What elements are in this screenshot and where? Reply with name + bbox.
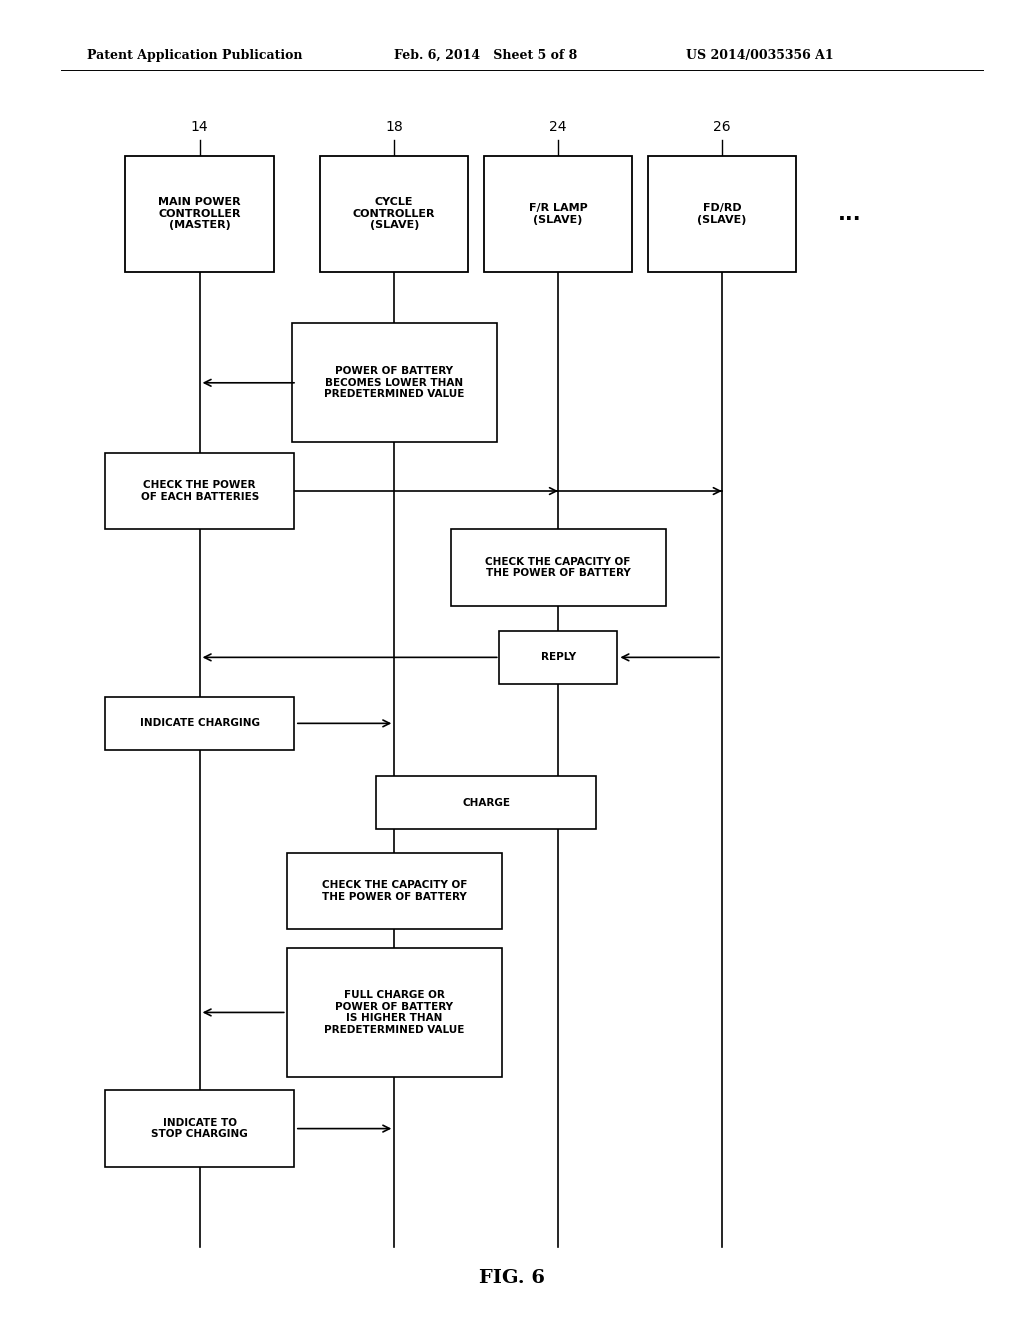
Text: F/R LAMP
(SLAVE): F/R LAMP (SLAVE) bbox=[528, 203, 588, 224]
Bar bbox=[126, 156, 274, 272]
Bar bbox=[377, 776, 596, 829]
Text: 24: 24 bbox=[549, 120, 567, 133]
Bar bbox=[105, 697, 295, 750]
Text: INDICATE CHARGING: INDICATE CHARGING bbox=[139, 718, 260, 729]
Text: Feb. 6, 2014   Sheet 5 of 8: Feb. 6, 2014 Sheet 5 of 8 bbox=[394, 49, 578, 62]
Text: POWER OF BATTERY
BECOMES LOWER THAN
PREDETERMINED VALUE: POWER OF BATTERY BECOMES LOWER THAN PRED… bbox=[324, 366, 465, 400]
Bar bbox=[451, 529, 666, 606]
Text: MAIN POWER
CONTROLLER
(MASTER): MAIN POWER CONTROLLER (MASTER) bbox=[159, 197, 241, 231]
Bar bbox=[292, 323, 497, 442]
Text: CHECK THE POWER
OF EACH BATTERIES: CHECK THE POWER OF EACH BATTERIES bbox=[140, 480, 259, 502]
Text: CYCLE
CONTROLLER
(SLAVE): CYCLE CONTROLLER (SLAVE) bbox=[353, 197, 435, 231]
Text: FIG. 6: FIG. 6 bbox=[479, 1269, 545, 1287]
Text: FULL CHARGE OR
POWER OF BATTERY
IS HIGHER THAN
PREDETERMINED VALUE: FULL CHARGE OR POWER OF BATTERY IS HIGHE… bbox=[324, 990, 465, 1035]
Bar bbox=[287, 948, 502, 1077]
Text: 26: 26 bbox=[713, 120, 731, 133]
Text: REPLY: REPLY bbox=[541, 652, 575, 663]
Bar bbox=[647, 156, 797, 272]
Text: CHARGE: CHARGE bbox=[463, 797, 510, 808]
Bar bbox=[500, 631, 616, 684]
Text: 14: 14 bbox=[190, 120, 209, 133]
Bar bbox=[319, 156, 469, 272]
Text: CHECK THE CAPACITY OF
THE POWER OF BATTERY: CHECK THE CAPACITY OF THE POWER OF BATTE… bbox=[322, 880, 467, 902]
Text: INDICATE TO
STOP CHARGING: INDICATE TO STOP CHARGING bbox=[152, 1118, 248, 1139]
Text: US 2014/0035356 A1: US 2014/0035356 A1 bbox=[686, 49, 834, 62]
Bar bbox=[287, 853, 502, 929]
Bar bbox=[484, 156, 633, 272]
Bar bbox=[105, 453, 295, 529]
Text: FD/RD
(SLAVE): FD/RD (SLAVE) bbox=[697, 203, 746, 224]
Text: ...: ... bbox=[838, 203, 862, 224]
Bar bbox=[105, 1090, 295, 1167]
Text: CHECK THE CAPACITY OF
THE POWER OF BATTERY: CHECK THE CAPACITY OF THE POWER OF BATTE… bbox=[485, 557, 631, 578]
Text: 18: 18 bbox=[385, 120, 403, 133]
Text: Patent Application Publication: Patent Application Publication bbox=[87, 49, 302, 62]
